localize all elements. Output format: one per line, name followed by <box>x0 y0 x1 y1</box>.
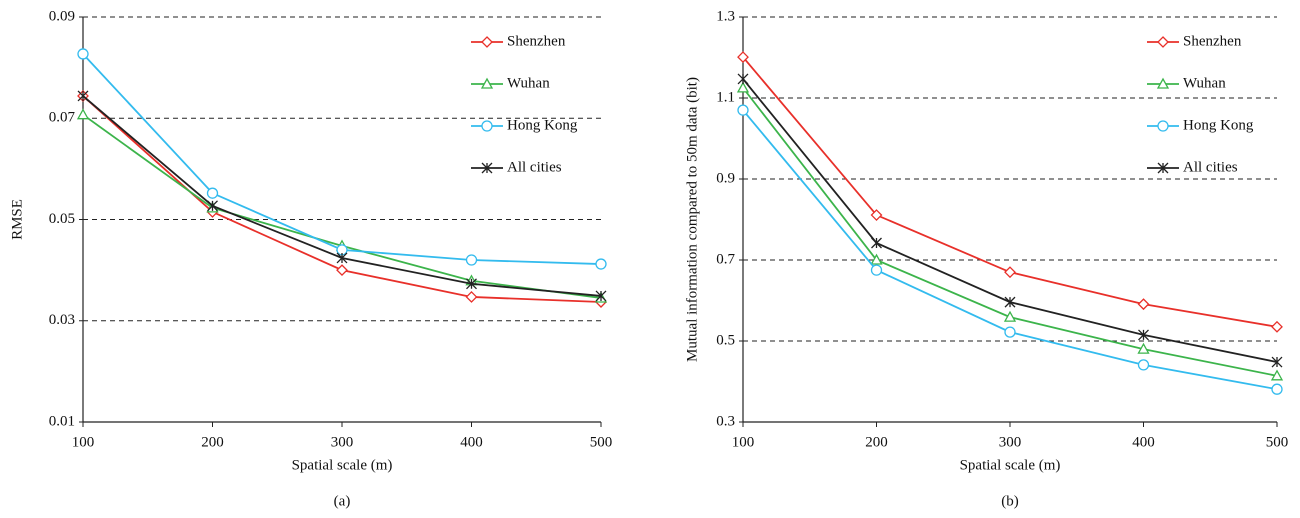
y-axis-label: RMSE <box>9 199 25 240</box>
legend-marker <box>481 120 493 132</box>
marker <box>465 291 478 303</box>
marker <box>870 209 883 221</box>
marker <box>77 48 89 60</box>
caption: (a) <box>334 493 351 509</box>
marker <box>1004 326 1016 338</box>
legend-label: All cities <box>507 159 562 175</box>
y-tick-label: 0.5 <box>716 332 735 348</box>
marker <box>1004 266 1016 279</box>
legend-marker <box>1157 162 1169 174</box>
y-tick-label: 0.7 <box>716 251 735 267</box>
marker <box>1271 356 1283 368</box>
marker <box>336 264 348 277</box>
marker <box>206 187 219 199</box>
marker <box>737 51 749 64</box>
marker <box>737 73 749 85</box>
x-tick-label: 200 <box>865 434 888 450</box>
y-axis-label: Mutual information compared to 50m data … <box>684 77 700 362</box>
legend-label: Wuhan <box>1183 75 1226 91</box>
marker <box>76 108 90 120</box>
legend-marker <box>480 77 494 89</box>
y-tick-label: 0.9 <box>716 170 735 186</box>
marker <box>1138 329 1149 341</box>
marker <box>1137 359 1150 371</box>
legend-label: Hong Kong <box>1183 117 1254 133</box>
marker <box>871 237 882 249</box>
y-tick-label: 0.09 <box>49 8 75 24</box>
legend-label: All cities <box>1183 159 1238 175</box>
y-tick-label: 0.3 <box>716 413 735 429</box>
marker <box>1271 320 1283 333</box>
legend-marker <box>481 36 493 48</box>
x-tick-label: 500 <box>590 434 613 450</box>
y-tick-label: 0.05 <box>49 211 75 227</box>
marker <box>1137 342 1150 354</box>
legend-label: Hong Kong <box>507 117 578 133</box>
x-axis-label: Spatial scale (m) <box>960 457 1061 473</box>
marker <box>1270 369 1284 381</box>
y-tick-label: 0.03 <box>49 312 75 328</box>
x-tick-label: 100 <box>732 434 755 450</box>
marker <box>465 254 478 266</box>
marker <box>207 200 218 212</box>
y-tick-label: 0.01 <box>49 413 75 429</box>
legend-marker <box>1157 36 1169 48</box>
legend-marker <box>1156 77 1170 89</box>
marker <box>466 278 477 290</box>
x-axis-label: Spatial scale (m) <box>292 457 393 473</box>
y-tick-label: 0.07 <box>49 110 76 126</box>
legend-marker <box>481 162 493 174</box>
x-tick-label: 100 <box>72 434 95 450</box>
marker <box>336 252 348 264</box>
marker <box>737 104 749 116</box>
legend-label: Wuhan <box>507 75 550 91</box>
marker <box>870 264 883 276</box>
legend-label: Shenzhen <box>1183 33 1242 49</box>
legend-marker <box>1157 120 1169 132</box>
x-tick-label: 300 <box>331 434 354 450</box>
marker <box>1271 383 1283 395</box>
x-tick-label: 300 <box>999 434 1022 450</box>
marker <box>595 290 607 302</box>
marker <box>595 258 607 270</box>
y-tick-label: 1.1 <box>716 89 735 105</box>
x-tick-label: 500 <box>1266 434 1289 450</box>
y-tick-label: 1.3 <box>716 8 735 24</box>
legend-label: Shenzhen <box>507 33 566 49</box>
marker <box>736 81 750 93</box>
marker <box>1004 296 1016 308</box>
x-tick-label: 400 <box>460 434 483 450</box>
x-tick-label: 400 <box>1132 434 1155 450</box>
x-tick-label: 200 <box>201 434 224 450</box>
marker <box>1003 310 1017 322</box>
marker <box>1137 298 1150 311</box>
caption: (b) <box>1001 493 1019 509</box>
marker <box>77 90 89 102</box>
marker <box>870 253 883 265</box>
